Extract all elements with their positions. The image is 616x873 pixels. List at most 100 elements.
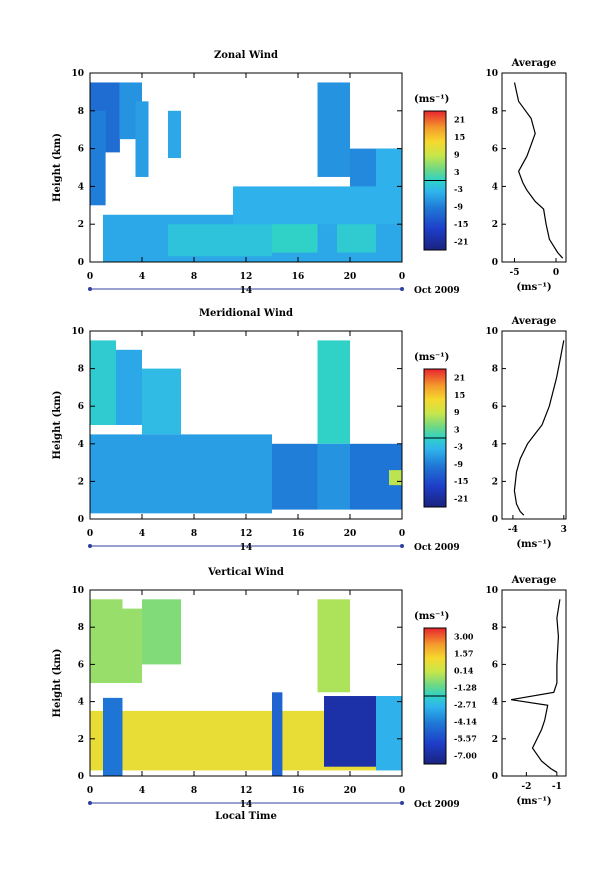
colorbar-tick-label: 15 — [454, 390, 465, 400]
date-label: Oct 2009 — [414, 800, 460, 810]
colorbar-tick-label: 0.14 — [454, 666, 474, 676]
avg-y-tick-label: 8 — [492, 623, 498, 633]
heatmap-cell-6 — [317, 599, 350, 693]
heatmap-cell-5 — [317, 340, 350, 444]
heatmap-cell-1 — [90, 110, 106, 206]
avg-y-tick-label: 2 — [492, 220, 498, 230]
colorbar-tick-label: -9 — [454, 459, 463, 469]
x-tick-label: 8 — [191, 786, 197, 796]
y-axis-label: Height (km) — [52, 649, 63, 718]
heatmap-cell-12 — [376, 148, 402, 187]
avg-x-tick-label: -2 — [521, 782, 531, 792]
heatmap-cell-11 — [233, 186, 402, 225]
date-marker: 14 — [240, 800, 253, 810]
colorbar-tick-label: -7.00 — [454, 751, 477, 761]
y-tick-label: 6 — [78, 145, 84, 155]
x-tick-label: 16 — [292, 272, 305, 282]
colorbar-tick-label: 21 — [454, 115, 465, 125]
avg-y-tick-label: 2 — [492, 477, 498, 487]
avg-y-tick-label: 8 — [492, 107, 498, 117]
colorbar-tick-label: -9 — [454, 202, 463, 212]
avg-x-axis-label: (ms⁻¹) — [516, 796, 551, 807]
y-tick-label: 0 — [78, 515, 84, 525]
colorbar-unit: (ms⁻¹) — [414, 611, 449, 622]
date-bar-start — [88, 287, 92, 291]
heatmap-cell-2 — [142, 599, 181, 665]
colorbar-tick-label: 21 — [454, 373, 465, 383]
panel-title: Vertical Wind — [207, 567, 284, 578]
heatmap-cell-3 — [90, 434, 272, 514]
y-tick-label: 2 — [78, 477, 84, 487]
x-tick-label: 8 — [191, 529, 197, 539]
avg-y-tick-label: 6 — [492, 402, 498, 412]
heatmap-cell-4 — [103, 697, 123, 776]
x-tick-label: 0 — [87, 529, 93, 539]
date-bar-start — [88, 801, 92, 805]
colorbar-tick-label: 3 — [454, 424, 460, 434]
x-tick-label: 16 — [292, 529, 305, 539]
y-tick-label: 2 — [78, 735, 84, 745]
x-tick-label: 12 — [240, 272, 253, 282]
y-tick-label: 10 — [71, 586, 84, 596]
y-axis-label: Height (km) — [52, 391, 63, 460]
heatmap-cell-7 — [272, 220, 318, 253]
heatmap-cell-7 — [317, 443, 350, 510]
heatmap-cell-4 — [168, 110, 181, 159]
avg-y-tick-label: 6 — [492, 660, 498, 670]
heatmap-cell-3 — [135, 101, 149, 177]
colorbar-tick-label: -2.71 — [454, 700, 477, 710]
colorbar-tick-label: -15 — [454, 219, 468, 229]
avg-y-tick-label: 4 — [492, 698, 498, 708]
x-tick-label: 0 — [399, 272, 405, 282]
avg-y-tick-label: 10 — [485, 586, 498, 596]
heatmap-cell-8 — [376, 696, 402, 771]
date-bar-end — [400, 801, 404, 805]
average-profile-line — [510, 599, 561, 773]
colorbar-tick-label: 9 — [454, 407, 460, 417]
x-tick-label: 8 — [191, 272, 197, 282]
colorbar-tick-label: 1.57 — [454, 649, 473, 659]
date-marker: 14 — [240, 286, 253, 296]
heatmap-cell-8 — [389, 470, 402, 486]
avg-y-tick-label: 10 — [485, 69, 498, 79]
y-axis-label: Height (km) — [52, 133, 63, 202]
heatmap-cell-4 — [272, 443, 318, 510]
y-tick-label: 8 — [78, 107, 84, 117]
y-tick-label: 0 — [78, 258, 84, 268]
heatmap-cell-1 — [122, 608, 142, 683]
colorbar-tick-label: -21 — [454, 236, 468, 246]
average-frame — [501, 589, 567, 777]
colorbar-tick-label: 9 — [454, 149, 460, 159]
avg-y-tick-label: 0 — [492, 515, 498, 525]
heatmap-cell-0 — [90, 340, 116, 425]
avg-y-tick-label: 0 — [492, 772, 498, 782]
y-tick-label: 6 — [78, 402, 84, 412]
heatmap-cell-0 — [90, 599, 123, 683]
y-tick-label: 4 — [78, 440, 84, 450]
y-tick-label: 6 — [78, 660, 84, 670]
avg-y-tick-label: 4 — [492, 182, 498, 192]
date-bar-end — [400, 544, 404, 548]
heatmap-cell-5 — [272, 692, 283, 776]
avg-x-tick-label: -5 — [509, 268, 519, 278]
panel-title: Zonal Wind — [214, 50, 278, 61]
x-tick-label: 0 — [399, 786, 405, 796]
avg-x-tick-label: 3 — [561, 525, 567, 535]
y-tick-label: 8 — [78, 365, 84, 375]
panel-title: Meridional Wind — [199, 308, 293, 319]
date-label: Oct 2009 — [414, 286, 460, 296]
avg-y-tick-label: 8 — [492, 365, 498, 375]
x-tick-label: 0 — [87, 786, 93, 796]
y-tick-label: 10 — [71, 327, 84, 337]
x-tick-label: 20 — [344, 272, 357, 282]
avg-y-tick-label: 2 — [492, 735, 498, 745]
date-marker: 14 — [240, 543, 253, 553]
colorbar-tick-label: 3 — [454, 167, 460, 177]
avg-x-axis-label: (ms⁻¹) — [516, 282, 551, 293]
x-tick-label: 16 — [292, 786, 305, 796]
heatmap-cell-6 — [168, 224, 272, 257]
avg-x-axis-label: (ms⁻¹) — [516, 539, 551, 550]
x-tick-label: 20 — [344, 529, 357, 539]
